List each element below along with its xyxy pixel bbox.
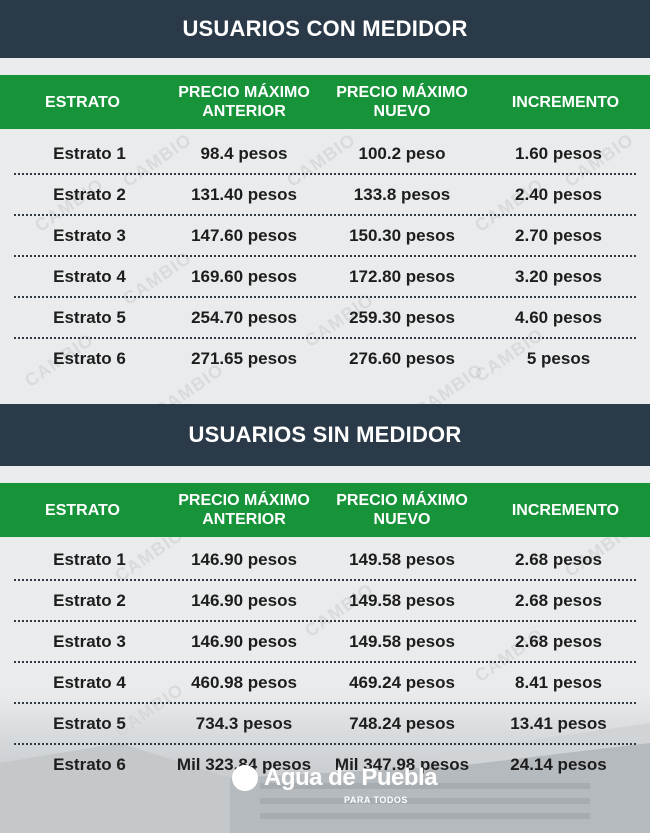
header-precio-anterior: PRECIO MÁXIMO ANTERIOR <box>178 492 310 528</box>
table-header: ESTRATO PRECIO MÁXIMO ANTERIOR PRECIO MÁ… <box>0 483 650 537</box>
table-row: Estrato 5 734.3 pesos 748.24 pesos 13.41… <box>14 704 636 745</box>
agua-de-puebla-logo: Agua de Puebla PARA TODOS <box>232 764 438 805</box>
cell-anterior: 98.4 pesos <box>200 143 288 163</box>
cell-anterior: Mil 323.84 pesos <box>176 754 312 774</box>
table-body-con-medidor: Estrato 1 98.4 pesos 100.2 peso 1.60 pes… <box>0 129 650 368</box>
cell-nuevo: 748.24 pesos <box>349 713 455 733</box>
cell-estrato: Estrato 5 <box>53 713 126 733</box>
table-header: ESTRATO PRECIO MÁXIMO ANTERIOR PRECIO MÁ… <box>0 75 650 129</box>
cell-incremento: 2.68 pesos <box>515 590 602 610</box>
cell-nuevo: 133.8 pesos <box>353 184 451 204</box>
cell-nuevo: 172.80 pesos <box>349 266 455 286</box>
cell-incremento: 8.41 pesos <box>515 672 602 692</box>
section-title-con-medidor: USUARIOS CON MEDIDOR <box>0 0 650 58</box>
header-estrato: ESTRATO <box>45 501 120 519</box>
cell-anterior: 131.40 pesos <box>191 184 297 204</box>
cell-incremento: 4.60 pesos <box>515 307 602 327</box>
cell-estrato: Estrato 4 <box>53 672 126 692</box>
cell-nuevo: 276.60 pesos <box>349 348 455 368</box>
cell-nuevo: 100.2 peso <box>358 143 446 163</box>
table-row: Estrato 4 460.98 pesos 469.24 pesos 8.41… <box>14 663 636 704</box>
cell-nuevo: 149.58 pesos <box>349 631 455 651</box>
header-incremento: INCREMENTO <box>511 93 620 111</box>
table-row: Estrato 2 131.40 pesos 133.8 pesos 2.40 … <box>14 175 636 216</box>
section-title-sin-medidor: USUARIOS SIN MEDIDOR <box>0 404 650 466</box>
table-row: Estrato 1 146.90 pesos 149.58 pesos 2.68… <box>14 540 636 581</box>
cell-estrato: Estrato 2 <box>53 184 126 204</box>
cell-incremento: 3.20 pesos <box>515 266 602 286</box>
table-row: Estrato 3 146.90 pesos 149.58 pesos 2.68… <box>14 622 636 663</box>
table-row: Estrato 4 169.60 pesos 172.80 pesos 3.20… <box>14 257 636 298</box>
cell-estrato: Estrato 1 <box>53 143 126 163</box>
header-incremento: INCREMENTO <box>511 501 620 519</box>
cell-estrato: Estrato 1 <box>53 549 126 569</box>
cell-nuevo: 259.30 pesos <box>349 307 455 327</box>
header-precio-nuevo: PRECIO MÁXIMO NUEVO <box>336 84 468 120</box>
table-row: Estrato 5 254.70 pesos 259.30 pesos 4.60… <box>14 298 636 339</box>
cell-estrato: Estrato 6 <box>53 754 126 774</box>
cell-nuevo: 149.58 pesos <box>349 590 455 610</box>
cell-estrato: Estrato 6 <box>53 348 126 368</box>
cell-anterior: 734.3 pesos <box>195 713 293 733</box>
water-drop-icon <box>232 765 258 791</box>
cell-incremento: 2.40 pesos <box>515 184 602 204</box>
cell-estrato: Estrato 3 <box>53 631 126 651</box>
table-row: Estrato 2 146.90 pesos 149.58 pesos 2.68… <box>14 581 636 622</box>
cell-anterior: 146.90 pesos <box>191 549 297 569</box>
cell-anterior: 169.60 pesos <box>191 266 297 286</box>
header-estrato: ESTRATO <box>45 93 120 111</box>
cell-anterior: 147.60 pesos <box>191 225 297 245</box>
cell-anterior: 254.70 pesos <box>191 307 297 327</box>
cell-anterior: 146.90 pesos <box>191 631 297 651</box>
cell-incremento: 5 pesos <box>526 348 591 368</box>
cell-estrato: Estrato 3 <box>53 225 126 245</box>
cell-estrato: Estrato 2 <box>53 590 126 610</box>
header-precio-nuevo: PRECIO MÁXIMO NUEVO <box>336 492 468 528</box>
cell-estrato: Estrato 5 <box>53 307 126 327</box>
cell-nuevo: Mil 347.98 pesos <box>334 754 470 774</box>
cell-nuevo: 469.24 pesos <box>349 672 455 692</box>
building-illustration <box>0 723 650 833</box>
cell-estrato: Estrato 4 <box>53 266 126 286</box>
header-precio-anterior: PRECIO MÁXIMO ANTERIOR <box>178 84 310 120</box>
table-row: Estrato 6 271.65 pesos 276.60 pesos 5 pe… <box>14 339 636 378</box>
cell-incremento: 13.41 pesos <box>510 713 607 733</box>
cell-incremento: 24.14 pesos <box>510 754 607 774</box>
cell-anterior: 460.98 pesos <box>191 672 297 692</box>
table-body-sin-medidor: Estrato 1 146.90 pesos 149.58 pesos 2.68… <box>0 537 650 784</box>
cell-nuevo: 149.58 pesos <box>349 549 455 569</box>
cell-nuevo: 150.30 pesos <box>349 225 455 245</box>
cell-incremento: 2.68 pesos <box>515 549 602 569</box>
logo-name: Agua de Puebla <box>264 764 438 791</box>
cell-anterior: 271.65 pesos <box>191 348 297 368</box>
cell-anterior: 146.90 pesos <box>191 590 297 610</box>
logo-tagline: PARA TODOS <box>344 795 408 805</box>
cell-incremento: 2.70 pesos <box>515 225 602 245</box>
cell-incremento: 1.60 pesos <box>515 143 602 163</box>
table-row: Estrato 6 Mil 323.84 pesos Mil 347.98 pe… <box>14 745 636 784</box>
cell-incremento: 2.68 pesos <box>515 631 602 651</box>
table-row: Estrato 1 98.4 pesos 100.2 peso 1.60 pes… <box>14 134 636 175</box>
table-row: Estrato 3 147.60 pesos 150.30 pesos 2.70… <box>14 216 636 257</box>
